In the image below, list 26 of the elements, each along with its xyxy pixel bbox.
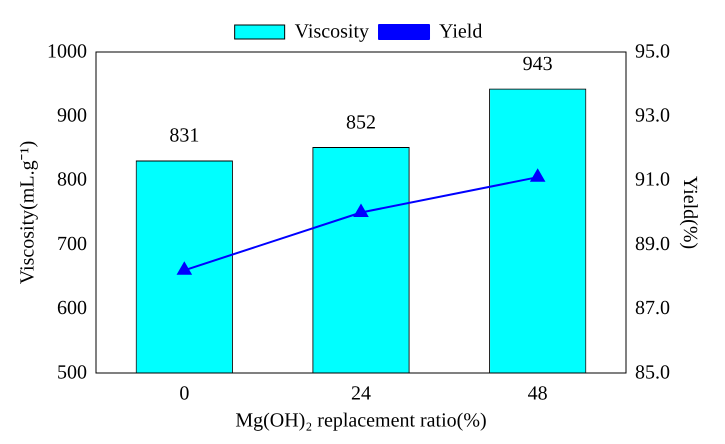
y-tick-label: 1000 xyxy=(47,40,87,62)
legend-label: Yield xyxy=(439,20,482,42)
y2-tick-label: 87.0 xyxy=(635,297,670,320)
x-axis-title: Mg(OH)₂ replacement ratio(%) xyxy=(235,409,487,432)
x-tick-label: 0 xyxy=(179,382,190,404)
data-label: 852 xyxy=(346,111,376,134)
x-tick-label: 24 xyxy=(351,382,371,404)
legend-label: Viscosity xyxy=(294,20,370,42)
y2-tick-label: 95.0 xyxy=(635,40,670,62)
point xyxy=(530,169,545,182)
y-axis-title: Viscosity(mL.g⁻¹) xyxy=(16,140,38,284)
y2-tick-label: 93.0 xyxy=(635,104,670,126)
data-label: 831 xyxy=(169,124,200,147)
y2-axis-title: Yield(%) xyxy=(678,176,701,250)
point xyxy=(354,204,368,217)
point xyxy=(177,262,192,275)
y-tick-label: 700 xyxy=(57,232,87,255)
y2-tick-label: 89.0 xyxy=(635,232,670,255)
y-tick-label: 500 xyxy=(57,361,87,384)
y-tick-label: 600 xyxy=(57,297,87,320)
y2-tick-label: 91.0 xyxy=(635,168,670,191)
y-tick-label: 900 xyxy=(57,104,87,126)
data-label: 943 xyxy=(522,52,553,75)
x-tick-label: 48 xyxy=(528,382,548,404)
y-tick-label: 800 xyxy=(57,168,87,191)
y2-tick-label: 85.0 xyxy=(635,361,670,384)
